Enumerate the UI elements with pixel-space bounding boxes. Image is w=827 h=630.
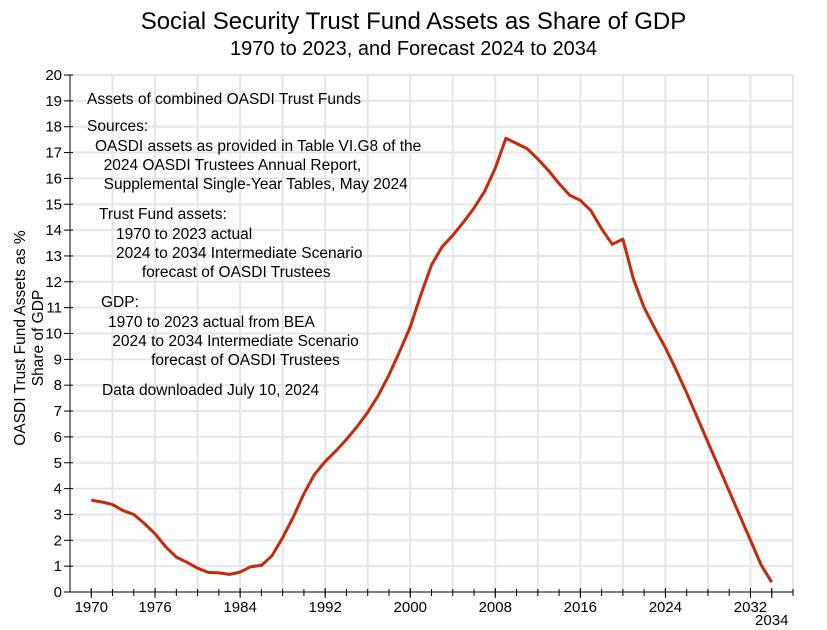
y-tick-label: 16 — [45, 170, 62, 187]
y-tick-label: 17 — [45, 145, 62, 162]
chart-title: Social Security Trust Fund Assets as Sha… — [140, 8, 687, 35]
annotation-gdp-detail: 1970 to 2023 actual from BEA 2024 to 203… — [108, 314, 359, 369]
y-tick-label: 7 — [54, 403, 62, 420]
y-tick-label: 5 — [54, 455, 62, 472]
y-tick-label: 18 — [45, 119, 62, 136]
annotation-sources-detail: OASDI assets as provided in Table VI.G8 … — [95, 138, 422, 193]
series-line — [91, 136, 773, 583]
annotation-gdp: GDP: — [101, 294, 139, 311]
annotation-download-date: Data downloaded July 10, 2024 — [102, 382, 320, 399]
y-tick-label: 20 — [45, 67, 62, 84]
y-tick-label: 4 — [54, 481, 62, 498]
annotation-trust-fund: Trust Fund assets: — [99, 206, 227, 223]
y-tick-label: 15 — [45, 196, 62, 213]
y-tick-label: 9 — [54, 351, 62, 368]
y-tick-label: 0 — [54, 584, 62, 601]
y-tick-label: 11 — [46, 300, 62, 317]
x-tick-label: 2000 — [394, 599, 427, 616]
x-tick-label: 2032 — [734, 599, 767, 616]
y-tick-label: 12 — [45, 274, 62, 291]
x-tick-label: 1970 — [75, 599, 108, 616]
x-tick-label: 2024 — [649, 599, 682, 616]
y-tick-label: 8 — [54, 377, 62, 394]
y-tick-label: 1 — [54, 558, 62, 575]
y-tick-label: 10 — [45, 326, 62, 343]
y-tick-label: 2 — [54, 532, 62, 549]
x-tick-label: 2016 — [564, 599, 597, 616]
x-tick-label: 1976 — [138, 599, 171, 616]
y-tick-label: 6 — [54, 429, 62, 446]
y-tick-label: 3 — [54, 506, 62, 523]
annotation-sources: Sources: — [87, 118, 149, 135]
x-tick-label: 1992 — [308, 599, 341, 616]
annotation-assets: Assets of combined OASDI Trust Funds — [87, 91, 361, 108]
chart-subtitle: 1970 to 2023, and Forecast 2024 to 2034 — [230, 38, 597, 60]
annotation-trust-fund-detail: 1970 to 2023 actual 2024 to 2034 Interme… — [116, 226, 363, 281]
x-tick-label: 2008 — [479, 599, 512, 616]
y-tick-label: 14 — [45, 222, 62, 239]
x-tick-label: 1984 — [223, 599, 256, 616]
y-tick-label: 19 — [45, 93, 62, 110]
x-tick-label: 2034 — [755, 612, 788, 629]
y-tick-label: 13 — [45, 248, 62, 265]
